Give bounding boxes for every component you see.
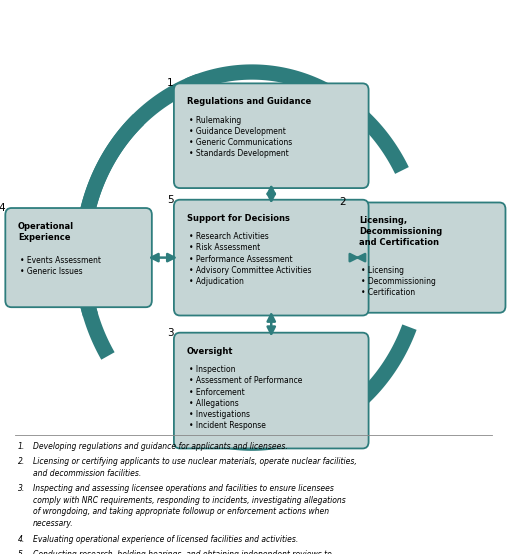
Text: Support for Decisions: Support for Decisions <box>187 214 289 223</box>
Text: • Rulemaking: • Rulemaking <box>189 116 241 125</box>
Text: • Decommissioning: • Decommissioning <box>361 277 436 286</box>
Text: • Licensing: • Licensing <box>361 266 404 275</box>
Text: Inspecting and assessing licensee operations and facilities to ensure licensees
: Inspecting and assessing licensee operat… <box>33 484 346 527</box>
Text: • Investigations: • Investigations <box>189 410 249 419</box>
Text: • Performance Assessment: • Performance Assessment <box>189 255 292 264</box>
Text: • Enforcement: • Enforcement <box>189 388 244 397</box>
Text: 4: 4 <box>0 203 5 213</box>
Text: • Advisory Committee Activities: • Advisory Committee Activities <box>189 266 311 275</box>
Text: • Adjudication: • Adjudication <box>189 277 243 286</box>
FancyBboxPatch shape <box>174 84 369 188</box>
Text: • Events Assessment: • Events Assessment <box>20 256 101 265</box>
Text: 4.: 4. <box>18 535 25 543</box>
Text: 2: 2 <box>340 197 346 207</box>
FancyBboxPatch shape <box>174 200 369 316</box>
Text: 2.: 2. <box>18 457 25 466</box>
Text: 1: 1 <box>167 78 174 88</box>
Text: Conducting research, holding hearings, and obtaining independent reviews to
supp: Conducting research, holding hearings, a… <box>33 550 332 554</box>
Text: • Assessment of Performance: • Assessment of Performance <box>189 377 302 386</box>
Text: • Generic Issues: • Generic Issues <box>20 268 83 276</box>
Text: Evaluating operational experience of licensed facilities and activities.: Evaluating operational experience of lic… <box>33 535 298 543</box>
Text: 5.: 5. <box>18 550 25 554</box>
Text: • Standards Development: • Standards Development <box>189 150 288 158</box>
Text: 3: 3 <box>167 327 174 337</box>
Text: • Certification: • Certification <box>361 288 415 297</box>
Text: Licensing,
Decommissioning
and Certification: Licensing, Decommissioning and Certifica… <box>359 216 442 247</box>
Text: Licensing or certifying applicants to use nuclear materials, operate nuclear fac: Licensing or certifying applicants to us… <box>33 457 357 478</box>
Text: Developing regulations and guidance for applicants and licensees.: Developing regulations and guidance for … <box>33 442 287 450</box>
FancyBboxPatch shape <box>174 332 369 449</box>
Text: Operational
Experience: Operational Experience <box>18 222 74 242</box>
Text: • Guidance Development: • Guidance Development <box>189 127 285 136</box>
Text: 5: 5 <box>167 194 174 204</box>
Text: • Risk Assessment: • Risk Assessment <box>189 244 260 253</box>
Text: • Incident Response: • Incident Response <box>189 421 266 430</box>
Text: • Inspection: • Inspection <box>189 366 235 375</box>
Text: Regulations and Guidance: Regulations and Guidance <box>187 97 311 106</box>
Text: • Research Activities: • Research Activities <box>189 233 268 242</box>
FancyBboxPatch shape <box>346 203 505 312</box>
Text: 3.: 3. <box>18 484 25 493</box>
Text: Oversight: Oversight <box>187 347 233 356</box>
Text: • Allegations: • Allegations <box>189 399 238 408</box>
Text: • Generic Communications: • Generic Communications <box>189 138 292 147</box>
FancyBboxPatch shape <box>5 208 152 307</box>
Text: 1.: 1. <box>18 442 25 450</box>
